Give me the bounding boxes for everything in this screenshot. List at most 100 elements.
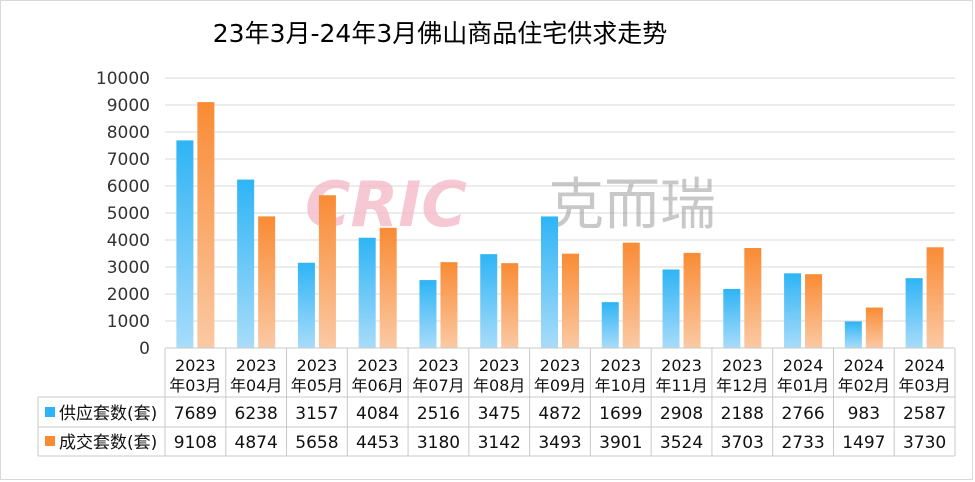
supply-bar (237, 179, 255, 348)
y-tick-label: 7000 (107, 150, 150, 170)
category-month-label: 年09月 (534, 376, 586, 395)
table-cell-value: 2188 (721, 404, 764, 424)
sales-bar (683, 252, 701, 348)
supply-bar (176, 140, 194, 348)
watermark: CRIC 克而瑞 (305, 168, 716, 241)
table-cell-value: 983 (848, 404, 880, 424)
table-cell-value: 3493 (538, 433, 581, 453)
supply-bar (358, 237, 376, 348)
category-year-label: 2023 (661, 356, 702, 375)
supply-bar (662, 269, 680, 348)
table-cell-value: 3730 (903, 433, 946, 453)
table-cell-value: 4084 (356, 404, 399, 424)
chart-title: 23年3月-24年3月佛山商品住宅供求走势 (212, 19, 668, 48)
category-year-label: 2023 (418, 356, 459, 375)
category-year-label: 2024 (904, 356, 945, 375)
supply-bar (480, 254, 498, 348)
category-year-label: 2023 (175, 356, 216, 375)
y-tick-label: 5000 (107, 204, 150, 224)
table-cell-value: 4874 (235, 433, 278, 453)
y-tick-label: 6000 (107, 177, 150, 197)
y-tick-label: 3000 (107, 258, 150, 278)
table-cell-value: 3180 (417, 433, 460, 453)
category-year-label: 2023 (236, 356, 277, 375)
data-table: 2023年03月2023年04月2023年05月2023年06月2023年07月… (37, 347, 956, 457)
legend-label-sales: 成交套数(套) (59, 433, 157, 453)
legend-label-supply: 供应套数(套) (59, 404, 157, 424)
table-cell-value: 3524 (660, 433, 703, 453)
category-month-label: 年10月 (595, 376, 647, 395)
category-month-label: 年07月 (412, 376, 464, 395)
table-cell-value: 2908 (660, 404, 703, 424)
supply-bar (784, 273, 802, 348)
sales-bar (440, 262, 458, 348)
sales-bar (744, 248, 762, 348)
table-cell-value: 2733 (781, 433, 824, 453)
category-month-label: 年05月 (291, 376, 343, 395)
legend-swatch-supply (45, 407, 55, 417)
table-cell-value: 1699 (599, 404, 642, 424)
legend-swatch-sales (45, 436, 55, 446)
category-year-label: 2023 (600, 356, 641, 375)
table-cell-value: 1497 (842, 433, 885, 453)
category-year-label: 2024 (843, 356, 884, 375)
category-month-label: 年03月 (898, 376, 950, 395)
y-tick-label: 10000 (96, 69, 150, 89)
sales-bar (379, 227, 397, 348)
category-year-label: 2023 (297, 356, 338, 375)
category-year-label: 2024 (783, 356, 824, 375)
supply-bar (905, 278, 923, 348)
category-month-label: 年01月 (777, 376, 829, 395)
category-month-label: 年12月 (716, 376, 768, 395)
sales-bar (197, 102, 215, 348)
table-cell-value: 2516 (417, 404, 460, 424)
sales-bar (805, 274, 823, 348)
supply-bar (541, 216, 558, 348)
category-month-label: 年11月 (655, 376, 707, 395)
table-cell-value: 3475 (478, 404, 521, 424)
supply-bar (419, 280, 437, 348)
table-cell-value: 3901 (599, 433, 642, 453)
supply-bar (297, 262, 315, 348)
category-year-label: 2023 (722, 356, 763, 375)
sales-bar (865, 307, 883, 348)
y-tick-label: 4000 (107, 231, 150, 251)
sales-bar (258, 216, 276, 348)
table-cell-value: 3157 (295, 404, 338, 424)
table-cell-value: 9108 (174, 433, 217, 453)
sales-bar (622, 242, 640, 348)
category-month-label: 年04月 (230, 376, 282, 395)
watermark-brand-text: 克而瑞 (548, 173, 716, 238)
category-month-label: 年03月 (169, 376, 221, 395)
table-cell-value: 3142 (478, 433, 521, 453)
category-month-label: 年02月 (838, 376, 890, 395)
category-year-label: 2023 (540, 356, 581, 375)
y-tick-label: 0 (139, 339, 150, 359)
table-cell-value: 4872 (538, 404, 581, 424)
category-year-label: 2023 (357, 356, 398, 375)
y-tick-label: 2000 (107, 285, 150, 305)
table-cell-value: 3703 (721, 433, 764, 453)
supply-bar (601, 302, 619, 348)
y-tick-label: 8000 (107, 123, 150, 143)
supply-bar (844, 321, 862, 348)
table-cell-value: 2766 (781, 404, 824, 424)
supply-bar (723, 288, 741, 348)
y-axis: 0 1000 2000 3000 4000 5000 6000 7000 8000 9000 100… (96, 69, 150, 359)
category-year-label: 2023 (479, 356, 520, 375)
sales-bar (501, 263, 519, 348)
category-month-label: 年08月 (473, 376, 525, 395)
sales-bar (562, 253, 579, 348)
table-cell-value: 2587 (903, 404, 946, 424)
y-tick-label: 1000 (107, 312, 150, 332)
sales-bar (926, 247, 944, 348)
category-month-label: 年06月 (352, 376, 404, 395)
bars (176, 102, 944, 348)
table-cell-value: 4453 (356, 433, 399, 453)
table-cell-value: 6238 (235, 404, 278, 424)
sales-bar (318, 195, 336, 348)
table-cell-value: 5658 (295, 433, 338, 453)
table-cell-value: 7689 (174, 404, 217, 424)
